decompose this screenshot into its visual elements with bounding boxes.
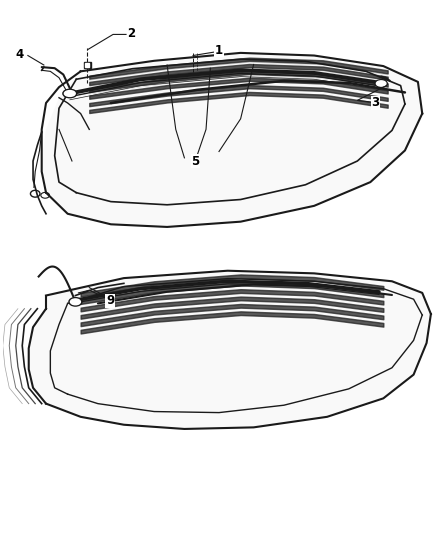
Ellipse shape [375, 80, 387, 87]
Ellipse shape [63, 90, 77, 98]
Polygon shape [42, 53, 422, 227]
Bar [84, 62, 91, 68]
Text: 9: 9 [106, 294, 114, 308]
Polygon shape [29, 271, 431, 429]
Ellipse shape [69, 297, 82, 306]
Ellipse shape [71, 299, 81, 305]
Bar [85, 63, 89, 67]
Text: 2: 2 [127, 27, 135, 40]
Text: 4: 4 [15, 48, 23, 61]
Text: 5: 5 [191, 155, 199, 167]
Ellipse shape [64, 91, 75, 96]
Ellipse shape [376, 81, 386, 86]
Text: 1: 1 [215, 44, 223, 56]
Text: 3: 3 [371, 96, 380, 109]
